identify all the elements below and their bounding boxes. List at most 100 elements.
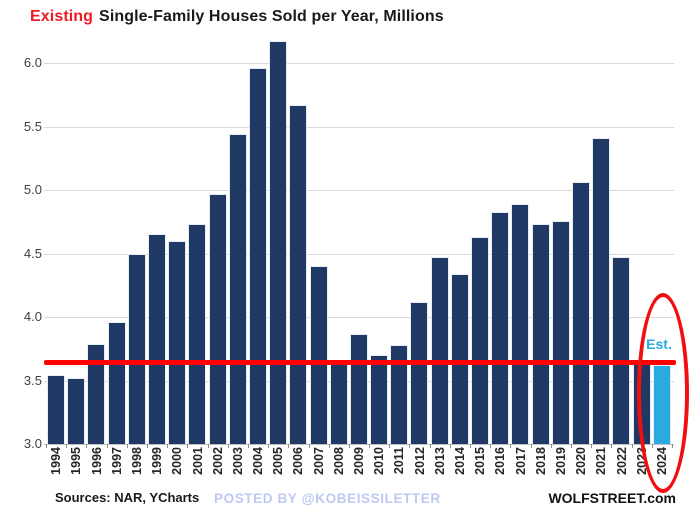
x-tick-label: 1998: [129, 447, 144, 475]
x-tick-label: 2022: [614, 447, 629, 475]
x-axis-tick: [490, 444, 492, 448]
posted-by-note: POSTED BY @KOBEISSILETTER: [214, 491, 441, 506]
gridline-5.0: [44, 190, 674, 191]
y-tick-label: 3.0: [23, 436, 42, 451]
bar-2020: [572, 182, 590, 444]
x-axis-tick: [167, 444, 169, 448]
x-tick-label: 2016: [493, 447, 508, 475]
bar-1997: [107, 322, 126, 444]
x-axis-tick: [631, 444, 633, 448]
x-tick-label: 2005: [271, 447, 286, 475]
gridline-4.5: [44, 253, 674, 255]
reference-line: [44, 360, 676, 366]
bar-2015: [471, 237, 490, 444]
x-axis-tick: [86, 444, 88, 448]
x-tick-label: 2009: [352, 447, 366, 475]
x-tick-label: 2003: [230, 447, 245, 475]
bar-2013: [430, 257, 449, 444]
bar-1995: [67, 378, 86, 444]
bar-2011: [390, 344, 409, 444]
y-tick-label: 5.0: [23, 182, 42, 197]
x-tick-label: 2000: [170, 447, 185, 475]
x-axis-tick: [409, 444, 411, 448]
x-axis-tick: [470, 444, 472, 448]
chart-title: Existing Single-Family Houses Sold per Ye…: [30, 8, 444, 26]
title-highlight: Existing: [30, 8, 94, 25]
est-label: Est.: [646, 336, 672, 352]
x-tick-label: 2004: [251, 447, 265, 475]
site-brand: WOLFSTREET.com: [548, 490, 676, 506]
x-axis-tick: [449, 444, 451, 448]
x-axis-tick: [328, 444, 330, 448]
x-axis-tick: [510, 444, 512, 448]
x-tick-label: 2020: [574, 447, 589, 475]
x-axis-tick: [288, 444, 290, 448]
x-axis-tick: [369, 444, 371, 448]
y-tick-label: 5.5: [23, 118, 42, 134]
x-tick-label: 1995: [69, 447, 84, 475]
bar-2008: [329, 360, 348, 444]
x-axis-tick: [591, 444, 593, 448]
bar-2003: [228, 134, 247, 444]
x-tick-label: 2017: [513, 447, 528, 475]
x-tick-label: 2014: [453, 447, 467, 475]
bar-2019: [551, 220, 570, 444]
x-axis-tick: [550, 444, 552, 448]
x-axis-tick: [611, 444, 613, 448]
bar-2005: [269, 41, 288, 444]
x-axis-tick: [126, 444, 128, 448]
x-tick-label: 1996: [89, 447, 104, 475]
x-tick-label: 2008: [331, 447, 346, 475]
x-axis-tick: [187, 444, 189, 448]
y-tick-label: 4.0: [23, 309, 42, 324]
x-axis-tick: [46, 444, 47, 448]
bar-2000: [168, 240, 187, 444]
bar-2022: [612, 257, 631, 444]
gridline-6.0: [44, 63, 674, 64]
bar-2004: [248, 68, 267, 444]
x-tick-label: 2012: [412, 447, 427, 475]
highlight-ellipse: [637, 293, 689, 493]
x-tick-label: 2013: [432, 447, 447, 475]
y-tick-label: 4.5: [23, 245, 42, 261]
bar-2006: [289, 104, 308, 444]
x-tick-label: 2007: [311, 447, 326, 475]
x-axis-tick: [227, 444, 229, 448]
x-tick-label: 2015: [473, 447, 488, 475]
x-tick-label: 2018: [533, 447, 548, 475]
x-axis-tick: [268, 444, 270, 448]
bar-2018: [531, 224, 550, 444]
x-axis-tick: [66, 444, 68, 448]
bar-2010: [370, 355, 389, 444]
bar-2017: [511, 204, 530, 444]
bar-2009: [349, 333, 368, 444]
x-tick-label: 1994: [49, 447, 64, 475]
x-tick-label: 2010: [372, 447, 387, 475]
x-tick-label: 1997: [109, 447, 124, 475]
bar-2007: [309, 266, 328, 444]
x-axis-tick: [207, 444, 209, 448]
x-axis-tick: [530, 444, 532, 448]
x-tick-label: 2021: [594, 447, 609, 475]
y-tick-label: 6.0: [23, 55, 42, 70]
title-rest: Single-Family Houses Sold per Year, Mill…: [99, 8, 444, 25]
bar-1994: [47, 375, 65, 444]
bar-1998: [127, 253, 146, 444]
bar-2021: [592, 137, 611, 444]
x-axis-tick: [106, 444, 108, 448]
x-axis-tick: [571, 444, 573, 448]
bar-2014: [450, 273, 469, 444]
x-axis-tick: [429, 444, 431, 448]
x-axis-tick: [146, 444, 148, 448]
x-tick-label: 2019: [553, 447, 568, 475]
gridline-3.0: [44, 444, 674, 445]
sources-note: Sources: NAR, YCharts: [55, 490, 200, 505]
y-tick-label: 3.5: [23, 372, 42, 388]
x-tick-label: 2001: [190, 447, 205, 475]
x-tick-label: 1999: [150, 447, 165, 475]
bar-2012: [410, 301, 429, 444]
bar-1999: [147, 234, 166, 444]
x-axis-tick: [348, 444, 350, 448]
x-tick-label: 2006: [291, 447, 306, 475]
